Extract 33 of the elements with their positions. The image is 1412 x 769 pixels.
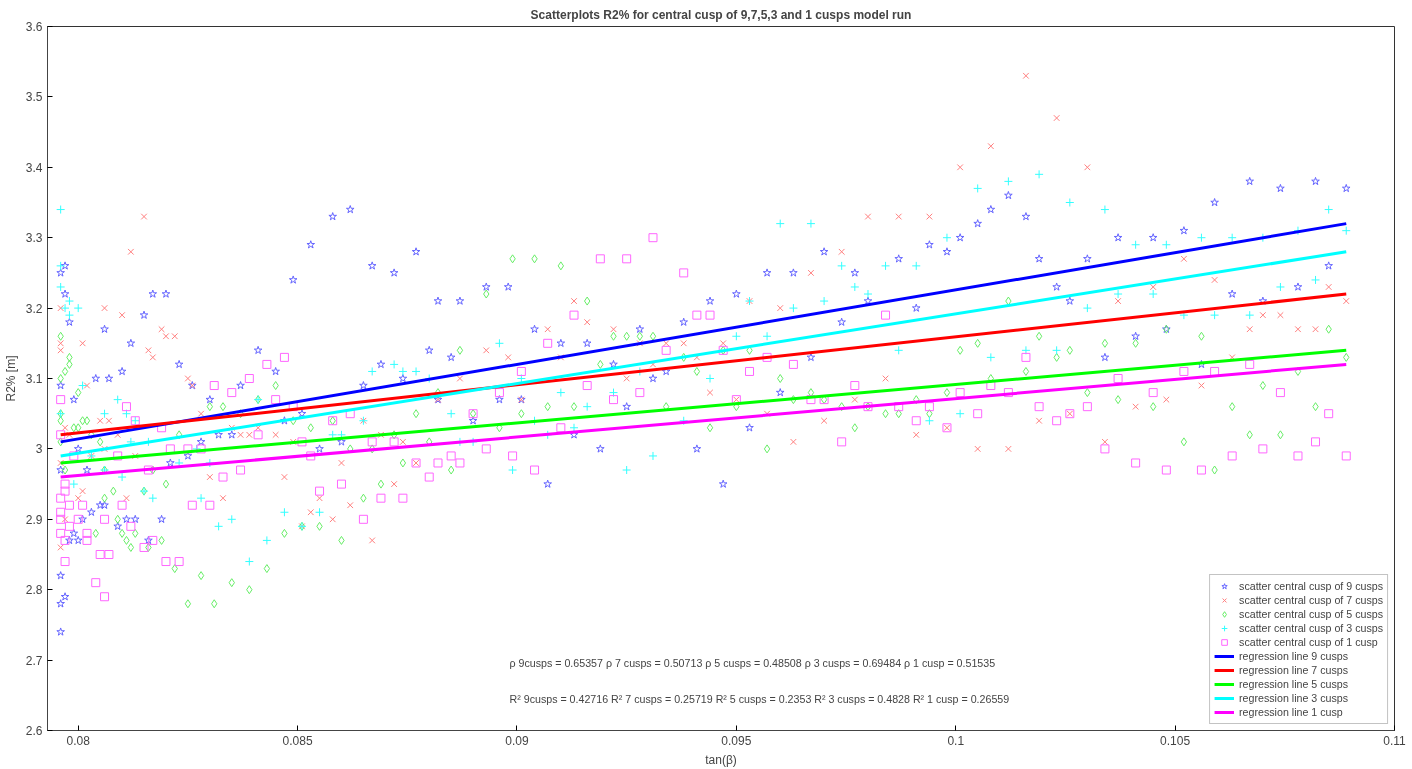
x-tick-label: 0.11 [1383,733,1407,748]
legend-label: regression line 5 cusps [1239,677,1349,691]
y-tick-label: 3.2 [25,301,43,316]
y-tick-label: 2.7 [25,653,43,668]
x-tick-label: 0.105 [1160,733,1191,748]
y-axis-title: R2% [m] [3,355,18,402]
annotation: R² 9cusps = 0.42716 R² 7 cusps = 0.25719 R² 5 cusps = 0.2353 R² 3 cusps = 0.4828 R² 1 cusp = 0.26559 [509,692,1010,705]
x-tick-label: 0.09 [505,733,529,748]
legend-label: scatter central cusp of 7 cusps [1239,593,1383,607]
y-tick-label: 2.9 [25,512,43,527]
legend-label: regression line 1 cusp [1239,705,1343,719]
legend-label: regression line 7 cusps [1239,663,1349,677]
legend-label: scatter central cusp of 9 cusps [1239,579,1383,593]
legend-label: scatter central cusp of 3 cusps [1239,621,1383,635]
legend-label: regression line 3 cusps [1239,691,1349,705]
y-tick-label: 3.4 [25,160,43,175]
y-tick-label: 3.1 [25,372,43,386]
y-tick-label: 3.6 [25,20,43,34]
x-tick-label: 0.08 [66,733,91,748]
x-axis-title: tan(β) [705,752,737,767]
x-tick-label: 0.095 [721,733,752,748]
annotation: ρ 9cusps = 0.65357 ρ 7 cusps = 0.50713 ρ 5 cusps = 0.48508 ρ 3 cusps = 0.69484 ρ 1 cusp = 0.51535 [509,656,996,669]
x-tick-label: 0.1 [947,733,965,748]
y-tick-label: 3.3 [25,231,43,246]
y-tick-label: 2.8 [25,583,43,598]
x-tick-label: 0.085 [282,733,313,748]
y-tick-label: 3 [35,442,43,457]
legend-label: regression line 9 cusps [1239,649,1349,663]
chart-title: Scatterplots R2% for central cusp of 9,7,5,3 and 1 cusps model run [530,7,912,22]
legend-label: scatter central cusp of 1 cusp [1239,635,1378,649]
y-tick-label: 2.6 [25,724,43,738]
legend-label: scatter central cusp of 5 cusps [1239,607,1383,621]
y-tick-label: 3.5 [25,90,43,105]
